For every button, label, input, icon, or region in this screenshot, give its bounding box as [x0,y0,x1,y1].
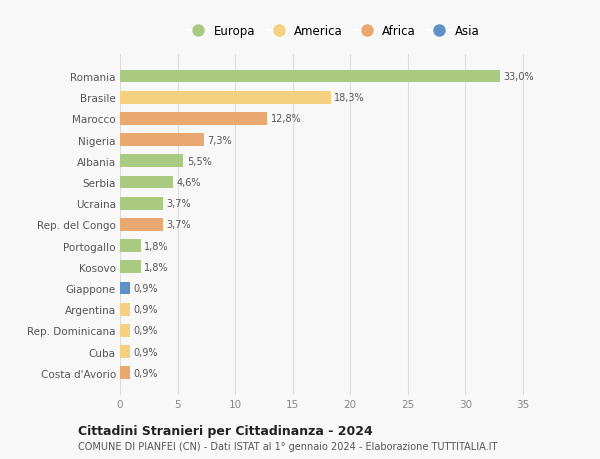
Bar [120,346,130,358]
Bar [120,155,184,168]
Text: 0,9%: 0,9% [134,283,158,293]
Legend: Europa, America, Africa, Asia: Europa, America, Africa, Asia [182,20,484,43]
Text: 18,3%: 18,3% [334,93,365,103]
Bar [120,325,130,337]
Text: 0,9%: 0,9% [134,326,158,336]
Text: 0,9%: 0,9% [134,304,158,314]
Text: 4,6%: 4,6% [176,178,201,188]
Text: 1,8%: 1,8% [144,241,169,251]
Text: 5,5%: 5,5% [187,157,212,167]
Text: 0,9%: 0,9% [134,368,158,378]
Text: 7,3%: 7,3% [208,135,232,146]
Bar [120,71,500,83]
Bar [120,367,130,379]
Text: Cittadini Stranieri per Cittadinanza - 2024: Cittadini Stranieri per Cittadinanza - 2… [78,424,373,437]
Bar [120,303,130,316]
Bar [120,134,204,147]
Bar [120,113,268,125]
Bar [120,240,141,252]
Text: 0,9%: 0,9% [134,347,158,357]
Bar [120,282,130,295]
Bar [120,218,163,231]
Bar [120,92,331,104]
Text: COMUNE DI PIANFEI (CN) - Dati ISTAT al 1° gennaio 2024 - Elaborazione TUTTITALIA: COMUNE DI PIANFEI (CN) - Dati ISTAT al 1… [78,441,497,451]
Bar [120,197,163,210]
Text: 3,7%: 3,7% [166,199,191,209]
Bar [120,261,141,274]
Text: 3,7%: 3,7% [166,220,191,230]
Text: 12,8%: 12,8% [271,114,302,124]
Bar [120,176,173,189]
Text: 33,0%: 33,0% [503,72,534,82]
Text: 1,8%: 1,8% [144,262,169,272]
